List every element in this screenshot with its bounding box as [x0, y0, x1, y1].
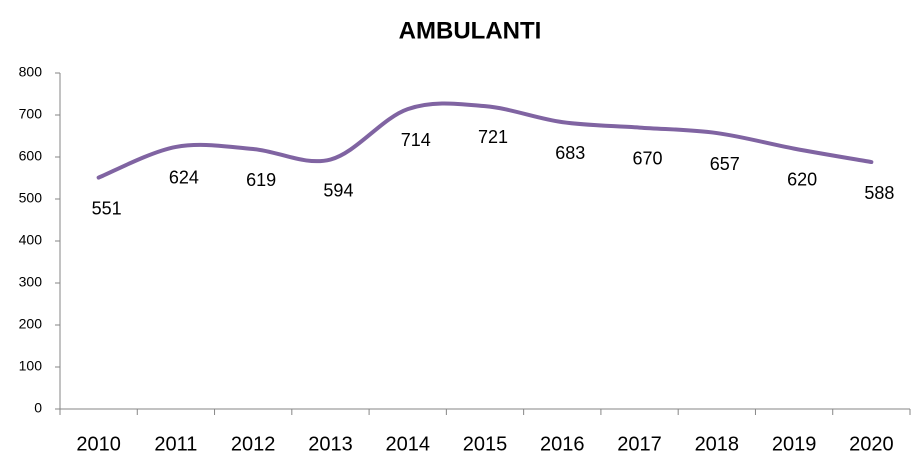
x-tick-label: 2014 — [385, 433, 430, 455]
y-tick-label: 100 — [19, 358, 43, 374]
data-label: 619 — [246, 170, 276, 190]
y-tick-label: 300 — [19, 274, 43, 290]
x-tick-label: 2013 — [308, 433, 353, 455]
data-label: 620 — [787, 169, 817, 189]
y-tick-label: 400 — [19, 232, 43, 248]
y-tick-label: 800 — [19, 64, 43, 80]
y-tick-label: 600 — [19, 148, 43, 164]
data-label: 624 — [169, 168, 199, 188]
data-label: 714 — [401, 130, 431, 150]
y-tick-label: 700 — [19, 106, 43, 122]
data-label: 594 — [323, 180, 353, 200]
x-tick-label: 2011 — [154, 433, 197, 455]
data-label: 670 — [633, 148, 663, 168]
x-tick-label: 2010 — [76, 433, 121, 455]
x-tick-label: 2020 — [849, 433, 894, 455]
x-tick-label: 2016 — [540, 433, 585, 455]
x-tick-label: 2017 — [617, 433, 662, 455]
line — [96, 101, 874, 180]
y-tick-label: 0 — [34, 400, 42, 416]
data-label: 657 — [710, 154, 740, 174]
data-label: 551 — [92, 198, 122, 218]
data-label: 683 — [555, 143, 585, 163]
x-tick-label: 2015 — [463, 433, 508, 455]
x-tick-label: 2018 — [695, 433, 740, 455]
chart-title: AMBULANTI — [399, 17, 542, 44]
x-tick-label: 2012 — [231, 433, 276, 455]
y-tick-label: 200 — [19, 316, 43, 332]
y-tick-label: 500 — [19, 190, 43, 206]
data-label: 588 — [864, 183, 894, 203]
data-label: 721 — [478, 127, 508, 147]
x-tick-label: 2019 — [772, 433, 817, 455]
